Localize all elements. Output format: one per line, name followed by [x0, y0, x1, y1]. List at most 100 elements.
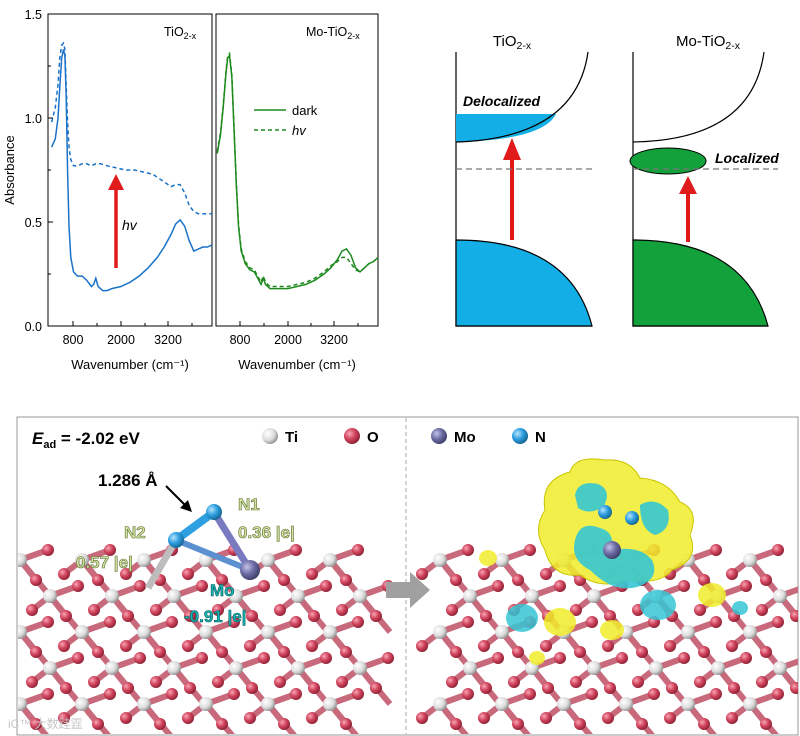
x-axis-left: 800 2000 3200 Wavenumber (cm⁻¹) [63, 321, 193, 372]
o-atom [512, 646, 524, 658]
n2-atom [168, 532, 184, 548]
o-atom [586, 616, 598, 628]
o-atom [492, 580, 504, 592]
o-atom [664, 640, 676, 652]
o-atom [554, 580, 566, 592]
o-atom [450, 574, 462, 586]
ti-atom [433, 553, 447, 567]
o-atom [570, 676, 582, 688]
o-atom [756, 604, 768, 616]
x-tick-label: 2000 [274, 333, 302, 347]
mo-charge: -0.91 |e| [184, 607, 246, 626]
o-atom [726, 568, 738, 580]
legend: dark hv [254, 103, 318, 138]
o-atom [26, 676, 38, 688]
o-atom [666, 682, 678, 694]
o-atom [352, 616, 364, 628]
o-atom [184, 610, 196, 622]
absorbance-spectra-figure: 1.5 1.0 0.5 0.0 Absorbance 800 2000 3200… [2, 8, 379, 372]
o-atom [416, 712, 428, 724]
o-atom [694, 676, 706, 688]
o-atom [446, 676, 458, 688]
o-atom [760, 718, 772, 730]
o-atom [246, 610, 258, 622]
o-atom [196, 580, 208, 592]
o-atom [340, 646, 352, 658]
o-atom [60, 610, 72, 622]
o-atom [58, 568, 70, 580]
o-atom [604, 610, 616, 622]
atom-legend: Ti O Mo N [262, 428, 546, 446]
n-atom [598, 505, 612, 519]
cyan-isosurface [640, 590, 676, 620]
o-legend-swatch [344, 428, 360, 444]
o-atom [648, 688, 660, 700]
ti-atom [137, 697, 151, 711]
cyan-isosurface [732, 601, 748, 615]
series-line-dashed-1 [50, 41, 212, 215]
o-atom [416, 568, 428, 580]
o-atom [542, 682, 554, 694]
o-atom [726, 640, 738, 652]
o-atom [726, 712, 738, 724]
o-atom [120, 640, 132, 652]
structure-panel-frame [16, 416, 799, 736]
conduction-band-right [632, 51, 765, 143]
o-atom [616, 652, 628, 664]
x-tick-label: 800 [63, 333, 84, 347]
yellow-isosurface [600, 620, 624, 640]
o-atom [258, 652, 270, 664]
band-diagram-figure: TiO2-x Delocalized Mo-TiO2-x Localized [455, 33, 779, 327]
motio2-panel-title: Mo-TiO2-x [306, 25, 360, 41]
localized-label: Localized [715, 150, 779, 166]
ti-atom [743, 553, 757, 567]
o-atom [30, 574, 42, 586]
ti-atom [743, 697, 757, 711]
o-atom [602, 640, 614, 652]
x-tick-label: 3200 [320, 333, 348, 347]
o-atom [508, 676, 520, 688]
o-atom [184, 682, 196, 694]
o-atom [0, 568, 8, 580]
o-atom [290, 688, 302, 700]
ti-atom [229, 661, 243, 675]
x-axis-label-left: Wavenumber (cm⁻¹) [71, 357, 189, 372]
mo-charge-labels: Mo -0.91 |e| [184, 581, 247, 627]
ti-legend-swatch [262, 428, 278, 444]
ti-atom [711, 661, 725, 675]
o-atom [728, 682, 740, 694]
mo-atom [240, 560, 260, 580]
ti-atom [353, 589, 367, 603]
y-tick-label: 0.0 [25, 320, 42, 334]
delocalized-label: Delocalized [463, 93, 540, 109]
ti-atom [587, 661, 601, 675]
o-atom [320, 652, 332, 664]
o-atom [480, 610, 492, 622]
ti-atom [323, 625, 337, 639]
o-atom [166, 616, 178, 628]
y-tick-label: 1.5 [25, 8, 42, 22]
o-atom [196, 652, 208, 664]
o-atom [340, 718, 352, 730]
o-atom [244, 640, 256, 652]
ti-atom [261, 553, 275, 567]
o-atom [450, 646, 462, 658]
motio2-series-group [216, 51, 379, 290]
o-atom [150, 676, 162, 688]
conduction-band-left [455, 51, 589, 143]
legend-label-hv: hv [292, 123, 307, 138]
ti-atom [587, 589, 601, 603]
o-atom [182, 568, 194, 580]
o-atom [154, 646, 166, 658]
bond-length-pointer-head [180, 500, 192, 512]
ti-atom [167, 661, 181, 675]
x-tick-label: 800 [230, 333, 251, 347]
o-atom [166, 688, 178, 700]
o-atom [92, 574, 104, 586]
o-atom [512, 718, 524, 730]
mo-legend-label: Mo [454, 429, 476, 446]
ti-atom [495, 553, 509, 567]
o-atom [92, 718, 104, 730]
o-atom [104, 544, 116, 556]
n1-atom [206, 504, 222, 520]
